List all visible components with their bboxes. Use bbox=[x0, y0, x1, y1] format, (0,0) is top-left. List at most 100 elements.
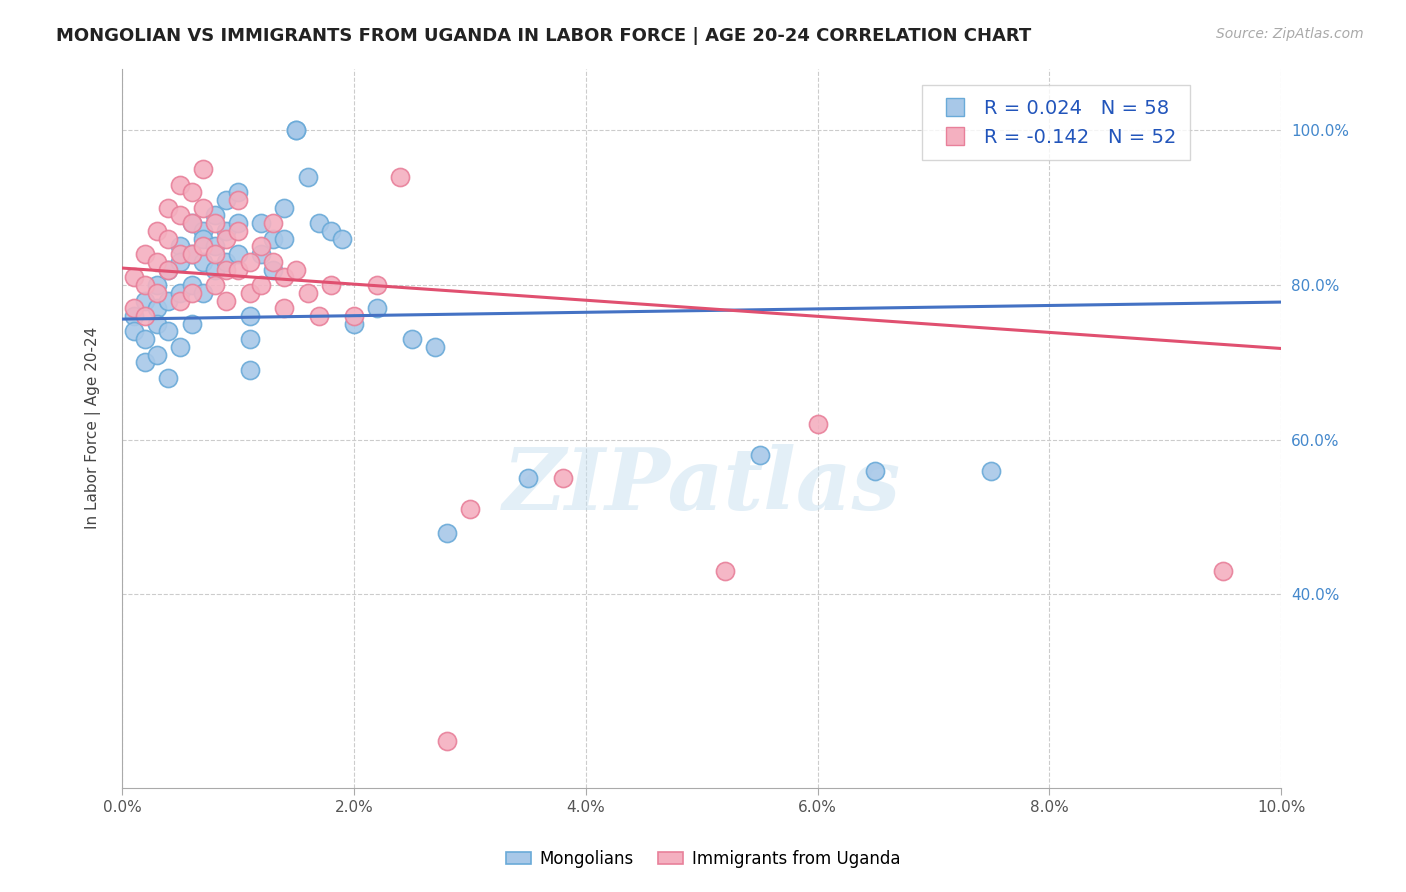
Point bbox=[146, 278, 169, 293]
Point bbox=[157, 293, 180, 308]
Point bbox=[458, 502, 481, 516]
Point bbox=[134, 355, 156, 369]
Point bbox=[273, 270, 295, 285]
Point bbox=[180, 317, 202, 331]
Point bbox=[343, 317, 366, 331]
Point bbox=[146, 301, 169, 316]
Point bbox=[134, 293, 156, 308]
Point bbox=[273, 201, 295, 215]
Point bbox=[193, 232, 215, 246]
Point bbox=[865, 464, 887, 478]
Point bbox=[436, 734, 458, 748]
Point bbox=[980, 464, 1002, 478]
Point bbox=[226, 262, 249, 277]
Point bbox=[122, 301, 145, 316]
Point bbox=[169, 293, 191, 308]
Point bbox=[239, 309, 262, 323]
Point bbox=[157, 371, 180, 385]
Point bbox=[169, 239, 191, 253]
Point bbox=[169, 340, 191, 354]
Point bbox=[748, 448, 770, 462]
Point bbox=[239, 363, 262, 377]
Point bbox=[215, 293, 238, 308]
Point bbox=[146, 255, 169, 269]
Point bbox=[215, 232, 238, 246]
Point bbox=[157, 262, 180, 277]
Point bbox=[193, 285, 215, 300]
Point bbox=[366, 278, 388, 293]
Point bbox=[366, 301, 388, 316]
Point bbox=[297, 285, 319, 300]
Point bbox=[714, 564, 737, 578]
Point bbox=[204, 216, 226, 230]
Point bbox=[204, 239, 226, 253]
Point bbox=[180, 247, 202, 261]
Point bbox=[250, 216, 273, 230]
Point bbox=[180, 278, 202, 293]
Point bbox=[193, 201, 215, 215]
Point bbox=[226, 247, 249, 261]
Point bbox=[204, 262, 226, 277]
Point bbox=[193, 224, 215, 238]
Point bbox=[285, 123, 308, 137]
Point bbox=[193, 255, 215, 269]
Point bbox=[806, 417, 828, 432]
Point bbox=[204, 278, 226, 293]
Point bbox=[226, 186, 249, 200]
Point bbox=[134, 247, 156, 261]
Point bbox=[134, 309, 156, 323]
Point bbox=[169, 285, 191, 300]
Point bbox=[250, 247, 273, 261]
Point bbox=[157, 232, 180, 246]
Point bbox=[204, 247, 226, 261]
Point bbox=[285, 123, 308, 137]
Point bbox=[180, 186, 202, 200]
Point bbox=[239, 285, 262, 300]
Point bbox=[319, 224, 342, 238]
Point bbox=[169, 255, 191, 269]
Point bbox=[239, 332, 262, 346]
Point bbox=[1212, 564, 1234, 578]
Text: MONGOLIAN VS IMMIGRANTS FROM UGANDA IN LABOR FORCE | AGE 20-24 CORRELATION CHART: MONGOLIAN VS IMMIGRANTS FROM UGANDA IN L… bbox=[56, 27, 1032, 45]
Point bbox=[226, 193, 249, 207]
Point bbox=[215, 193, 238, 207]
Point bbox=[262, 216, 284, 230]
Point bbox=[516, 471, 538, 485]
Point bbox=[180, 247, 202, 261]
Text: Source: ZipAtlas.com: Source: ZipAtlas.com bbox=[1216, 27, 1364, 41]
Point bbox=[389, 169, 412, 184]
Point bbox=[215, 224, 238, 238]
Point bbox=[285, 262, 308, 277]
Y-axis label: In Labor Force | Age 20-24: In Labor Force | Age 20-24 bbox=[86, 327, 101, 529]
Point bbox=[319, 278, 342, 293]
Point bbox=[297, 169, 319, 184]
Point bbox=[146, 317, 169, 331]
Point bbox=[250, 278, 273, 293]
Point bbox=[436, 525, 458, 540]
Point bbox=[122, 325, 145, 339]
Point bbox=[262, 255, 284, 269]
Point bbox=[146, 348, 169, 362]
Point bbox=[157, 201, 180, 215]
Point bbox=[423, 340, 446, 354]
Point bbox=[146, 224, 169, 238]
Point bbox=[146, 285, 169, 300]
Point bbox=[250, 239, 273, 253]
Point bbox=[226, 216, 249, 230]
Point bbox=[215, 255, 238, 269]
Point bbox=[180, 216, 202, 230]
Point bbox=[239, 255, 262, 269]
Point bbox=[169, 209, 191, 223]
Point bbox=[157, 325, 180, 339]
Point bbox=[262, 262, 284, 277]
Point bbox=[308, 216, 330, 230]
Point bbox=[401, 332, 423, 346]
Point bbox=[215, 262, 238, 277]
Legend: R = 0.024   N = 58, R = -0.142   N = 52: R = 0.024 N = 58, R = -0.142 N = 52 bbox=[922, 86, 1191, 161]
Point bbox=[134, 278, 156, 293]
Point bbox=[169, 247, 191, 261]
Point bbox=[262, 232, 284, 246]
Point bbox=[308, 309, 330, 323]
Point bbox=[193, 239, 215, 253]
Legend: Mongolians, Immigrants from Uganda: Mongolians, Immigrants from Uganda bbox=[499, 844, 907, 875]
